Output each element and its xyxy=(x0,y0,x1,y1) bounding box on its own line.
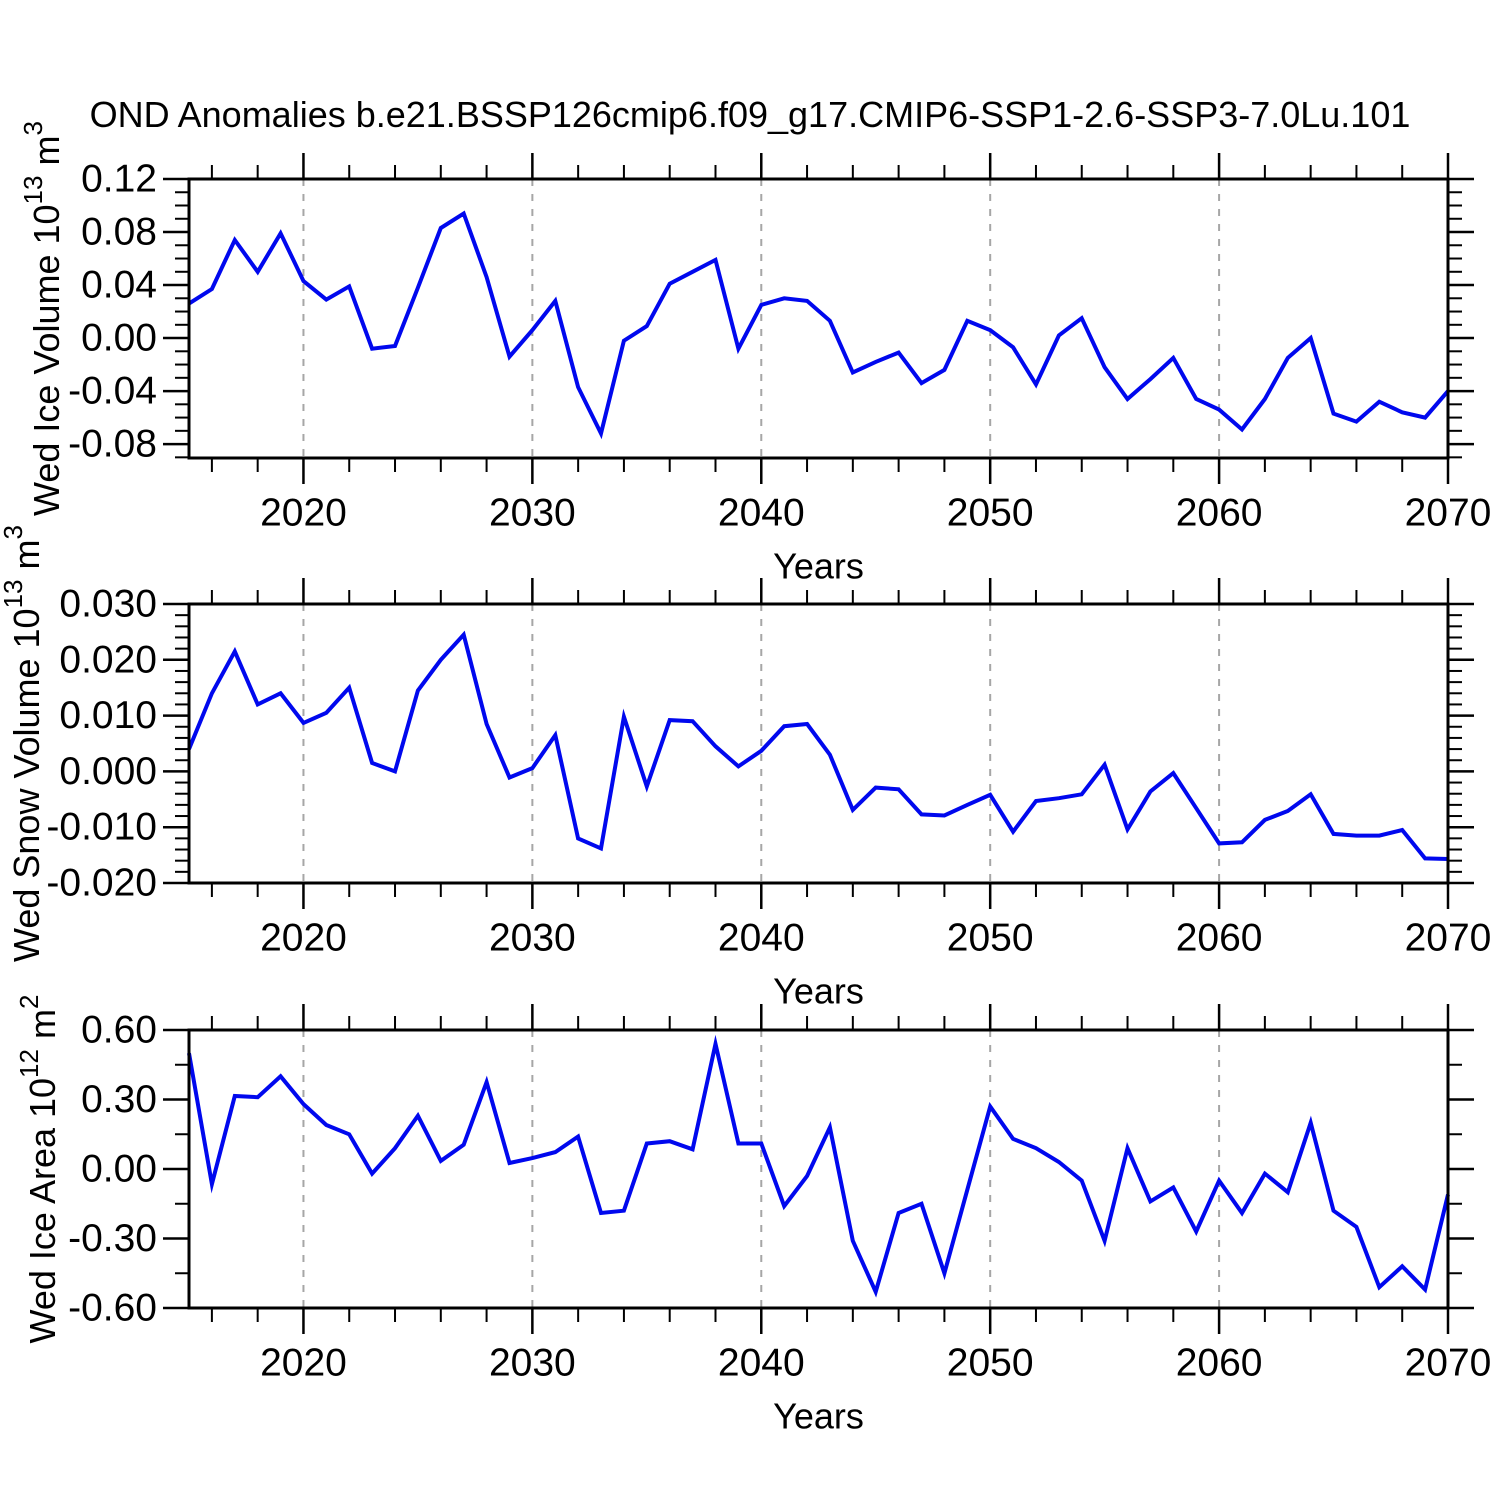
x-tick-label: 2070 xyxy=(1405,492,1492,535)
y-tick-label: -0.08 xyxy=(68,423,157,466)
series-line-wed-ice-volume xyxy=(187,210,1450,440)
panel-wed-ice-volume: 0.12 0.08 0.04 0.00 -0.04 -0.08 2020 2030 2040 20… xyxy=(18,121,1491,586)
x-tick-label: 2040 xyxy=(718,1342,805,1385)
y-tick-label: 0.04 xyxy=(81,264,157,307)
x-tick-label: 2050 xyxy=(947,1342,1034,1385)
x-tick-label: 2050 xyxy=(947,492,1034,535)
x-tick-label: 2030 xyxy=(489,1342,576,1385)
x-axis-title: Years xyxy=(773,1396,864,1437)
x-tick-label: 2030 xyxy=(489,492,576,535)
x-tick-label: 2070 xyxy=(1405,917,1492,960)
x-tick-label: 2020 xyxy=(260,492,347,535)
y-tick-label: 0.08 xyxy=(81,211,157,254)
x-tick-label: 2070 xyxy=(1405,1342,1492,1385)
y-tick-label: -0.010 xyxy=(46,806,157,849)
y-axis-title: Wed Snow Volume 1013 m3 xyxy=(0,525,47,962)
y-tick-label: 0.020 xyxy=(59,638,157,681)
y-tick-label: 0.60 xyxy=(81,1009,157,1052)
panel-border xyxy=(187,177,1450,460)
y-tick-label: -0.04 xyxy=(68,370,157,413)
x-tick-label: 2030 xyxy=(489,917,576,960)
y-tick-label: -0.60 xyxy=(68,1287,157,1330)
panel-wed-snow-volume: 0.030 0.020 0.010 0.000 -0.010 -0.020 2020 2030… xyxy=(0,525,1491,1011)
x-axis-title: Years xyxy=(773,971,864,1012)
y-tick-label: 0.00 xyxy=(81,317,157,360)
y-axis-title: Wed Ice Volume 1013 m3 xyxy=(18,121,67,516)
y-axis-title: Wed Ice Area 1012 m2 xyxy=(14,995,63,1344)
series-line-wed-snow-volume xyxy=(187,630,1449,861)
y-tick-label: 0.000 xyxy=(59,750,157,793)
x-axis-title: Years xyxy=(773,546,864,587)
x-tick-label: 2020 xyxy=(260,917,347,960)
x-tick-label: 2060 xyxy=(1176,917,1263,960)
panel-border xyxy=(187,602,1450,885)
y-tick-label: 0.30 xyxy=(81,1078,157,1121)
x-tick-label: 2060 xyxy=(1176,1342,1263,1385)
y-tick-label: 0.12 xyxy=(81,158,157,201)
y-tick-label: -0.30 xyxy=(68,1217,157,1260)
x-tick-label: 2040 xyxy=(718,917,805,960)
chart-title: OND Anomalies b.e21.BSSP126cmip6.f09_g17… xyxy=(89,94,1411,135)
panel-wed-ice-area: 0.60 0.30 0.00 -0.30 -0.60 2020 2030 2040 2050 20… xyxy=(14,995,1491,1437)
series-line-wed-ice-area xyxy=(187,1034,1450,1298)
y-tick-label: 0.010 xyxy=(59,694,157,737)
x-tick-label: 2050 xyxy=(947,917,1034,960)
x-tick-label: 2020 xyxy=(260,1342,347,1385)
y-tick-label: 0.030 xyxy=(59,583,157,626)
x-tick-label: 2040 xyxy=(718,492,805,535)
y-tick-label: 0.00 xyxy=(81,1148,157,1191)
x-tick-label: 2060 xyxy=(1176,492,1263,535)
y-tick-label: -0.020 xyxy=(46,862,157,905)
